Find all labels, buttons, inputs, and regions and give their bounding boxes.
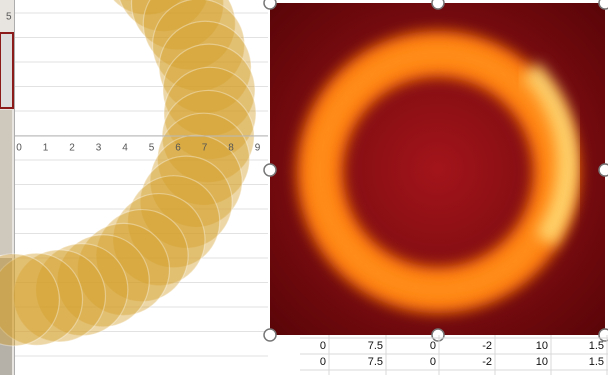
x-axis-label: 4	[122, 143, 128, 154]
bubble-ring	[0, 0, 256, 346]
resize-handle[interactable]	[264, 0, 276, 9]
cell-table: 0 7.5 0 -2 10 1.5 0 7.5 0 -2 10 1.5	[300, 335, 608, 375]
resize-handle[interactable]	[264, 329, 276, 341]
cell: 0	[430, 340, 436, 352]
page: 5 0123456789 07.50-2101.507.50-2101.5 ((…	[0, 0, 608, 375]
thumbnail	[0, 110, 12, 255]
x-axis-label: 5	[149, 143, 155, 154]
x-axis-label: 8	[228, 143, 234, 154]
cell: 7.5	[368, 340, 383, 352]
cell: 0	[320, 340, 326, 352]
cell: -2	[482, 340, 492, 352]
resize-handle[interactable]	[599, 0, 608, 9]
screen: 5 0 1 2 3 4 5 6 7 8 9 0 7.5 0 -2 10 1.5 0 7.5 0 -2 10 1.5	[0, 0, 608, 375]
cell: 1.5	[589, 356, 604, 368]
cell: 7.5	[368, 356, 383, 368]
x-axis-label: 2	[69, 143, 75, 154]
resize-handle[interactable]	[599, 164, 608, 176]
y-axis-label: 5	[6, 12, 12, 23]
resize-handle[interactable]	[432, 0, 444, 9]
cell: 0	[320, 356, 326, 368]
selected-thumbnail[interactable]	[0, 33, 13, 108]
cell: 0	[430, 356, 436, 368]
x-axis-label: 9	[255, 143, 261, 154]
x-axis-label: 0	[16, 143, 22, 154]
x-axis-label: 1	[43, 143, 49, 154]
cell: 10	[536, 340, 548, 352]
cell: 10	[536, 356, 548, 368]
x-axis-label: 7	[202, 143, 208, 154]
cell: 1.5	[589, 340, 604, 352]
cell: -2	[482, 356, 492, 368]
heatmap-image[interactable]	[270, 3, 605, 335]
x-axis-label: 6	[175, 143, 181, 154]
x-axis-label: 3	[96, 143, 102, 154]
resize-handle[interactable]	[264, 164, 276, 176]
